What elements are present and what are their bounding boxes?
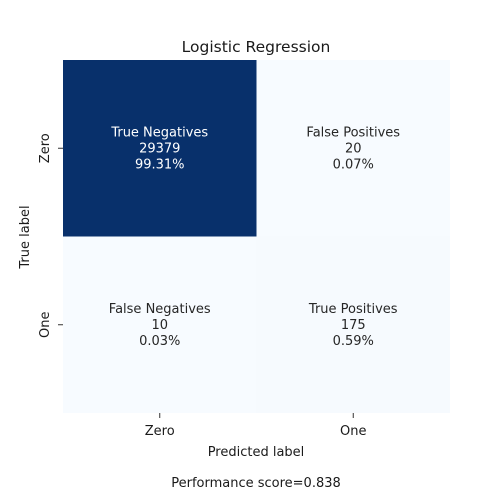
cell-percent-label: 0.07%: [333, 157, 374, 172]
cell-category-label: True Negatives: [110, 125, 208, 140]
cell-category-label: False Positives: [306, 125, 400, 140]
y-tick-label: One: [38, 312, 53, 338]
cell-count-label: 10: [151, 318, 168, 333]
cell-percent-label: 0.03%: [139, 334, 180, 349]
cell-category-label: False Negatives: [109, 302, 211, 317]
x-tick-label: One: [340, 424, 366, 439]
cell-count-label: 175: [341, 318, 366, 333]
x-axis-label: Predicted label: [208, 445, 305, 460]
cell-percent-label: 0.59%: [333, 334, 374, 349]
performance-score: Performance score=0.838: [171, 476, 341, 491]
heatmap-cells: [63, 60, 450, 413]
cell-count-label: 29379: [139, 141, 180, 156]
heatmap-cell: [63, 60, 257, 237]
y-tick-label: Zero: [38, 133, 53, 163]
heatmap-cell: [256, 60, 450, 237]
heatmap-cell: [63, 236, 257, 413]
y-axis-label: True label: [18, 205, 33, 269]
cell-category-label: True Positives: [308, 302, 398, 317]
cell-count-label: 20: [345, 141, 362, 156]
chart-title: Logistic Regression: [182, 38, 331, 56]
cell-percent-label: 99.31%: [135, 157, 185, 172]
x-tick-label: Zero: [145, 424, 175, 439]
axes: Zero One Zero One: [38, 133, 366, 439]
heatmap-cell: [256, 236, 450, 413]
